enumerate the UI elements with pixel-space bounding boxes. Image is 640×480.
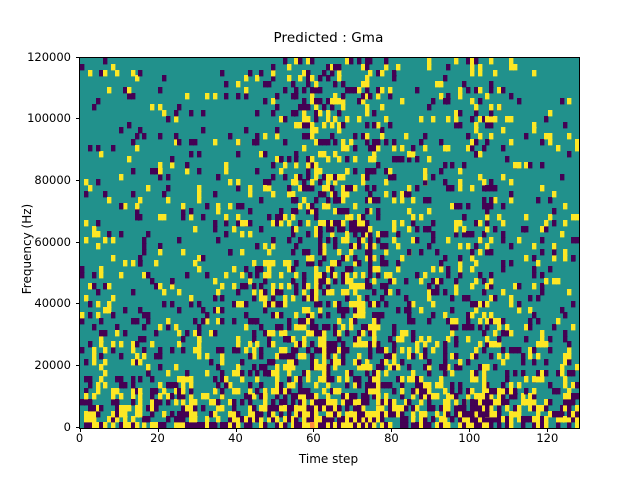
y-tick-label-80000: 80000 xyxy=(34,172,71,187)
x-axis-label: Time step xyxy=(298,452,359,466)
x-tick-label-60: 60 xyxy=(306,431,321,445)
y-tick-label-100000: 100000 xyxy=(27,111,71,126)
x-tick-label-40: 40 xyxy=(228,431,243,445)
x-tick-label-20: 20 xyxy=(150,431,165,445)
y-tick-label-40000: 40000 xyxy=(34,296,71,311)
y-tick-label-0: 0 xyxy=(63,419,71,434)
heatmap-grid xyxy=(80,58,579,428)
y-tick-label-120000: 120000 xyxy=(27,49,71,64)
x-tick-label-120: 120 xyxy=(536,431,559,445)
y-tick-label-20000: 20000 xyxy=(34,357,71,372)
y-tick-label-60000: 60000 xyxy=(34,234,71,249)
chart-title: Predicted : Gma xyxy=(273,30,384,46)
x-tick-label-80: 80 xyxy=(384,431,399,445)
x-tick-label-0: 0 xyxy=(75,431,84,445)
y-axis-label: Frequency (Hz) xyxy=(20,203,34,295)
heatmap-plot-area[interactable] xyxy=(79,57,580,429)
x-tick-label-100: 100 xyxy=(458,431,481,445)
